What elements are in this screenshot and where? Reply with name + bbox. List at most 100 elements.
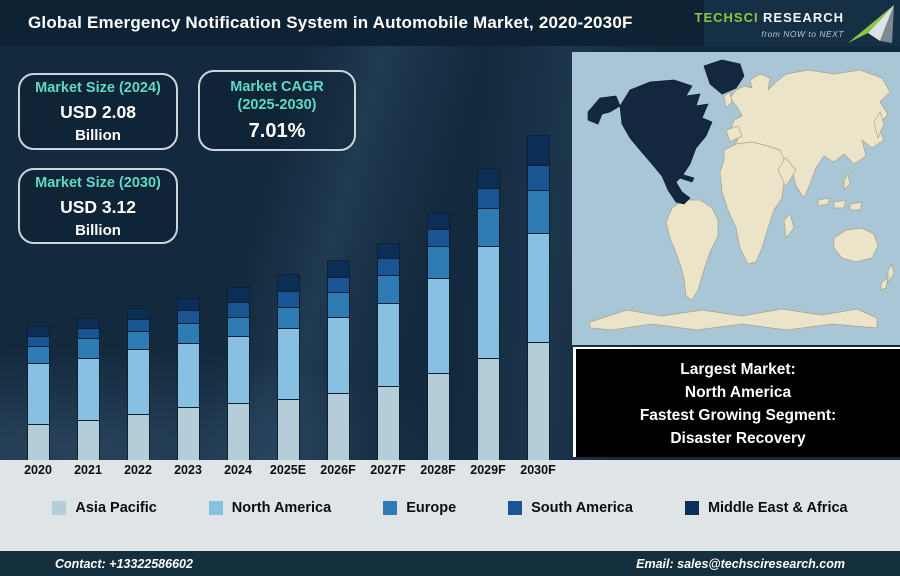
stat-title: Market Size (2024) [35,80,161,96]
logo-arrow-icon [848,5,894,43]
bar-segment-asia-pacific [76,420,100,460]
bar-segment-asia-pacific [226,403,250,460]
bar-segment-middle-east-africa [126,308,150,319]
x-axis-label: 2022 [124,463,152,477]
continent-south-america [665,199,719,301]
region-greenland-highlighted [703,59,745,95]
world-map [572,52,900,345]
region-iberia [725,125,743,143]
bar-segment-asia-pacific [176,407,200,460]
bar-segment-middle-east-africa [226,287,250,302]
region-cuba-highlighted [679,173,695,183]
bar-segment-middle-east-africa [376,243,400,258]
stat-title: Market CAGR [230,79,324,95]
bar-segment-south-america [226,302,250,317]
bar-segment-asia-pacific [476,358,500,460]
continent-antarctica [589,308,878,331]
x-axis-label: 2024 [224,463,252,477]
stacked-bar-chart [0,46,572,460]
bar-segment-middle-east-africa [26,326,50,336]
bar-2029F [476,168,500,460]
region-indonesia [833,199,847,209]
bar-segment-asia-pacific [326,393,350,460]
logo-tagline: from NOW to NEXT [761,29,844,39]
x-axis-label: 2029F [470,463,506,477]
bar-2023 [176,298,200,460]
bar-segment-south-america [426,229,450,246]
legend-item-asia-pacific: Asia Pacific [52,500,157,516]
bar-segment-asia-pacific [26,424,50,460]
page-title: Global Emergency Notification System in … [28,13,633,32]
bar-segment-south-america [276,291,300,307]
x-axis-label: 2023 [174,463,202,477]
callout-line: Fastest Growing Segment: [639,407,837,424]
stat-box-market-size-2030: Market Size (2030) USD 3.12 Billion [18,168,178,244]
bar-segment-asia-pacific [276,399,300,460]
callout-line: Disaster Recovery [670,430,806,447]
bar-segment-asia-pacific [126,414,150,460]
region-indonesia [849,201,863,211]
bar-2027F [376,243,400,460]
legend-item-south-america: South America [508,500,633,516]
bar-segment-south-america [526,165,550,190]
bar-segment-south-america [176,310,200,323]
legend-label: Europe [406,500,457,516]
x-axis-label: 2020 [24,463,52,477]
bottom-band: 2020 2021 2022 2023 2024 2025E 2026F 2027F 2028F… [0,460,900,551]
logo-brand-secondary: Research [763,10,844,25]
bar-segment-europe [476,208,500,246]
bar-segment-north-america [26,363,50,424]
legend-item-middle-east-africa: Middle East & Africa [684,500,848,516]
legend-item-europe: Europe [383,500,456,516]
chart-legend: Asia Pacific North America Europe South Ame… [0,500,900,516]
bar-segment-europe [176,323,200,343]
bar-2030F [526,135,550,460]
legend-swatch [684,501,699,515]
stat-value: USD 3.12 [60,196,136,217]
stat-box-market-cagr: Market CAGR (2025-2030) 7.01% [198,70,356,151]
bar-segment-north-america [476,246,500,358]
stat-value: USD 2.08 [60,102,136,122]
stat-subtitle: (2025-2030) [237,97,317,113]
callout-line: Largest Market: [680,361,796,378]
x-axis-label: 2026F [320,463,356,477]
footer-email: Email: sales@techsciresearch.com [636,556,845,571]
stat-unit: Billion [75,127,121,144]
bar-segment-europe [26,346,50,363]
x-axis-label: 2021 [74,463,102,477]
footer-contact: Contact: +13322586602 [55,556,193,571]
x-axis-label: 2028F [420,463,456,477]
bar-segment-middle-east-africa [326,260,350,277]
bar-segment-north-america [276,328,300,399]
bar-segment-europe [426,246,450,278]
bar-2022 [126,308,150,460]
bar-segment-europe [326,292,350,317]
bar-segment-europe [76,338,100,358]
legend-label: Asia Pacific [75,500,157,516]
bar-segment-south-america [76,328,100,338]
bar-2025E [276,274,300,460]
bar-2021 [76,318,100,460]
callout-line: North America [684,384,792,401]
x-axis-label: 2027F [370,463,406,477]
logo-brand-primary: TechSci [694,10,759,25]
legend-swatch [208,501,223,515]
callout-box: Largest Market: North America Fastest Gr… [573,347,900,457]
bar-segment-south-america [326,277,350,292]
bar-segment-north-america [76,358,100,420]
bar-segment-europe [226,317,250,336]
region-uk [723,91,733,109]
techsci-logo: TechSci Research from NOW to NEXT [695,0,900,46]
bar-segment-north-america [126,349,150,414]
bar-segment-europe [126,331,150,349]
bar-2024 [226,287,250,460]
header: Global Emergency Notification System in … [0,0,900,46]
bar-segment-asia-pacific [426,373,450,460]
bar-segment-south-america [126,319,150,331]
legend-item-north-america: North America [208,500,331,516]
x-axis-label: 2025E [269,463,307,477]
bar-segment-middle-east-africa [76,318,100,328]
bar-segment-north-america [376,303,400,386]
region-madagascar [783,213,795,239]
